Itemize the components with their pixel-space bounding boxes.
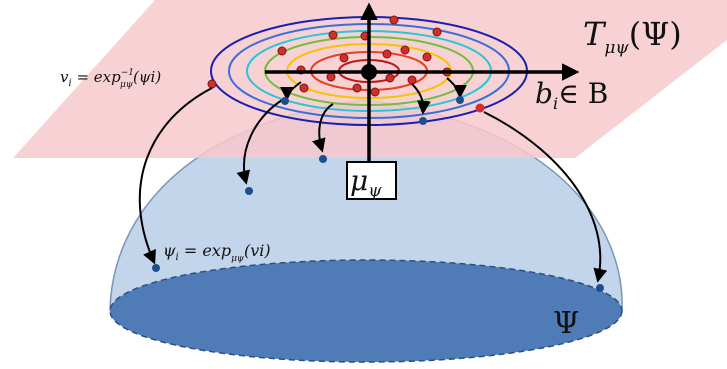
mean-label: μψ: [350, 164, 382, 201]
red-point: [339, 53, 349, 63]
mean-label-box: [346, 161, 397, 200]
log-map-label: vi = exp−1 μψ(ψi): [60, 68, 161, 90]
red-point: [475, 103, 485, 113]
red-point: [382, 49, 392, 59]
exp-arrow-right: [446, 77, 467, 99]
exp-arrow-long-right: [483, 111, 608, 283]
red-point: [326, 72, 336, 82]
blue-point: [245, 187, 253, 195]
red-point: [328, 30, 338, 40]
red-point: [277, 46, 287, 56]
red-point: [352, 83, 362, 93]
red-point: [370, 87, 380, 97]
blue-point: [319, 155, 327, 163]
mapping-arrows: [138, 77, 608, 283]
blue-point: [456, 96, 464, 104]
red-point: [422, 52, 432, 62]
exp-arrow-left: [236, 99, 283, 185]
mean-point: [361, 64, 377, 80]
red-point: [432, 27, 442, 37]
blue-point: [281, 97, 289, 105]
exp-arrow-inner-left: [280, 81, 302, 101]
red-point: [389, 15, 399, 25]
exp-arrow-long-left: [138, 87, 213, 265]
manifold-points: [152, 96, 604, 292]
exp-map-label: ψi = expμψ(vi): [163, 241, 271, 264]
tangent-points: [207, 15, 452, 97]
red-point: [400, 45, 410, 55]
basis-label: bi∈ B: [535, 77, 608, 113]
red-point: [299, 83, 309, 93]
blue-point: [596, 284, 604, 292]
red-point: [207, 79, 217, 89]
red-point: [407, 75, 417, 85]
tangent-space-label: Tμψ(Ψ): [583, 15, 682, 58]
manifold-base-disk: [109, 259, 623, 363]
red-point: [385, 73, 395, 83]
blue-point: [152, 264, 160, 272]
exp-arrow-mid-left: [312, 103, 334, 153]
blue-point: [419, 117, 427, 125]
exp-arrow-inner-right: [411, 83, 431, 115]
manifold-label: Ψ: [553, 306, 579, 341]
